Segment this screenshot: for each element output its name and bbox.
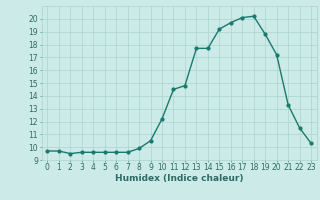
X-axis label: Humidex (Indice chaleur): Humidex (Indice chaleur) — [115, 174, 244, 183]
